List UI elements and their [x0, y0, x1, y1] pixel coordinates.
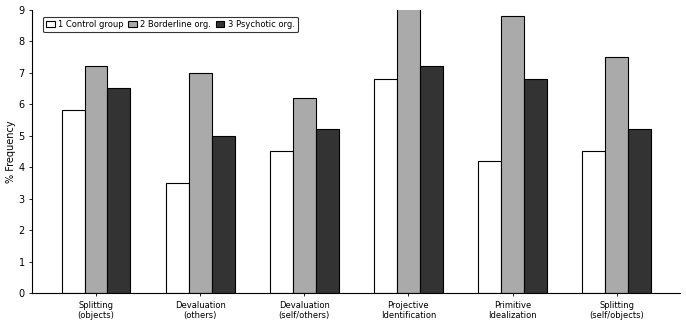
- Bar: [62, 111, 84, 293]
- Bar: [166, 183, 189, 293]
- Legend: 1 Control group, 2 Borderline org., 3 Psychotic org.: 1 Control group, 2 Borderline org., 3 Ps…: [43, 17, 298, 32]
- Bar: [582, 152, 605, 293]
- Bar: [605, 57, 628, 293]
- Bar: [501, 16, 524, 293]
- Y-axis label: % Frequency: % Frequency: [5, 120, 16, 183]
- Bar: [478, 161, 501, 293]
- Bar: [397, 0, 420, 293]
- Bar: [108, 88, 130, 293]
- Bar: [628, 129, 651, 293]
- Bar: [420, 66, 442, 293]
- Bar: [84, 66, 108, 293]
- Bar: [293, 98, 316, 293]
- Bar: [316, 129, 339, 293]
- Bar: [189, 73, 211, 293]
- Bar: [270, 152, 293, 293]
- Bar: [211, 136, 235, 293]
- Bar: [524, 79, 547, 293]
- Bar: [374, 79, 397, 293]
